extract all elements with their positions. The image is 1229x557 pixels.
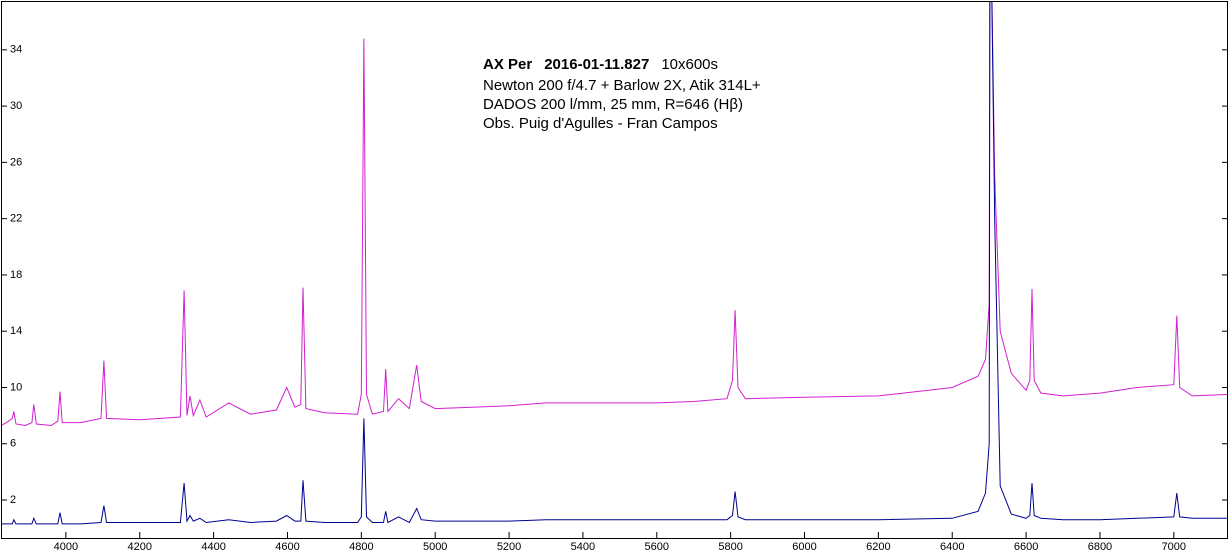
x-tick-label: 5600	[645, 541, 669, 553]
x-tick-label: 6000	[792, 541, 816, 553]
y-tick-label: 18	[10, 269, 22, 281]
spectrum-line	[2, 2, 1227, 427]
object-name: AX Per	[483, 56, 532, 73]
y-tick-label: 30	[10, 100, 22, 112]
y-tick-label: 26	[10, 156, 22, 168]
annotation-line: AX Per 2016-01-11.827 10x600s	[483, 56, 718, 73]
spectrum-line	[2, 2, 1227, 525]
x-tick-label: 6400	[940, 541, 964, 553]
y-tick-label: 2	[10, 494, 16, 506]
date: 2016-01-11.827	[544, 56, 649, 73]
exposure: 10x600s	[661, 56, 718, 73]
x-tick-label: 5400	[571, 541, 595, 553]
x-tick-label: 7000	[1162, 541, 1186, 553]
y-tick-label: 14	[10, 325, 22, 337]
annotation-line: DADOS 200 l/mm, 25 mm, R=646 (Hβ)	[483, 96, 743, 113]
x-tick-label: 5200	[497, 541, 521, 553]
plot-frame	[1, 1, 1228, 539]
x-tick-label: 4800	[349, 541, 373, 553]
x-tick-label: 5000	[423, 541, 447, 553]
x-tick-label: 4000	[54, 541, 78, 553]
x-tick-label: 6800	[1088, 541, 1112, 553]
x-tick-label: 4400	[201, 541, 225, 553]
plot-area	[2, 2, 1227, 525]
y-tick-label: 10	[10, 381, 22, 393]
annotation-line: Obs. Puig d'Agulles - Fran Campos	[483, 115, 718, 132]
y-tick-label: 22	[10, 213, 22, 225]
x-tick-label: 5800	[718, 541, 742, 553]
y-tick-label: 6	[10, 438, 16, 450]
x-tick-label: 6600	[1014, 541, 1038, 553]
x-tick-label: 4600	[275, 541, 299, 553]
x-tick-label: 6200	[866, 541, 890, 553]
annotation-line: Newton 200 f/4.7 + Barlow 2X, Atik 314L+	[483, 77, 761, 94]
y-tick-label: 34	[10, 44, 22, 56]
x-tick-label: 4200	[128, 541, 152, 553]
